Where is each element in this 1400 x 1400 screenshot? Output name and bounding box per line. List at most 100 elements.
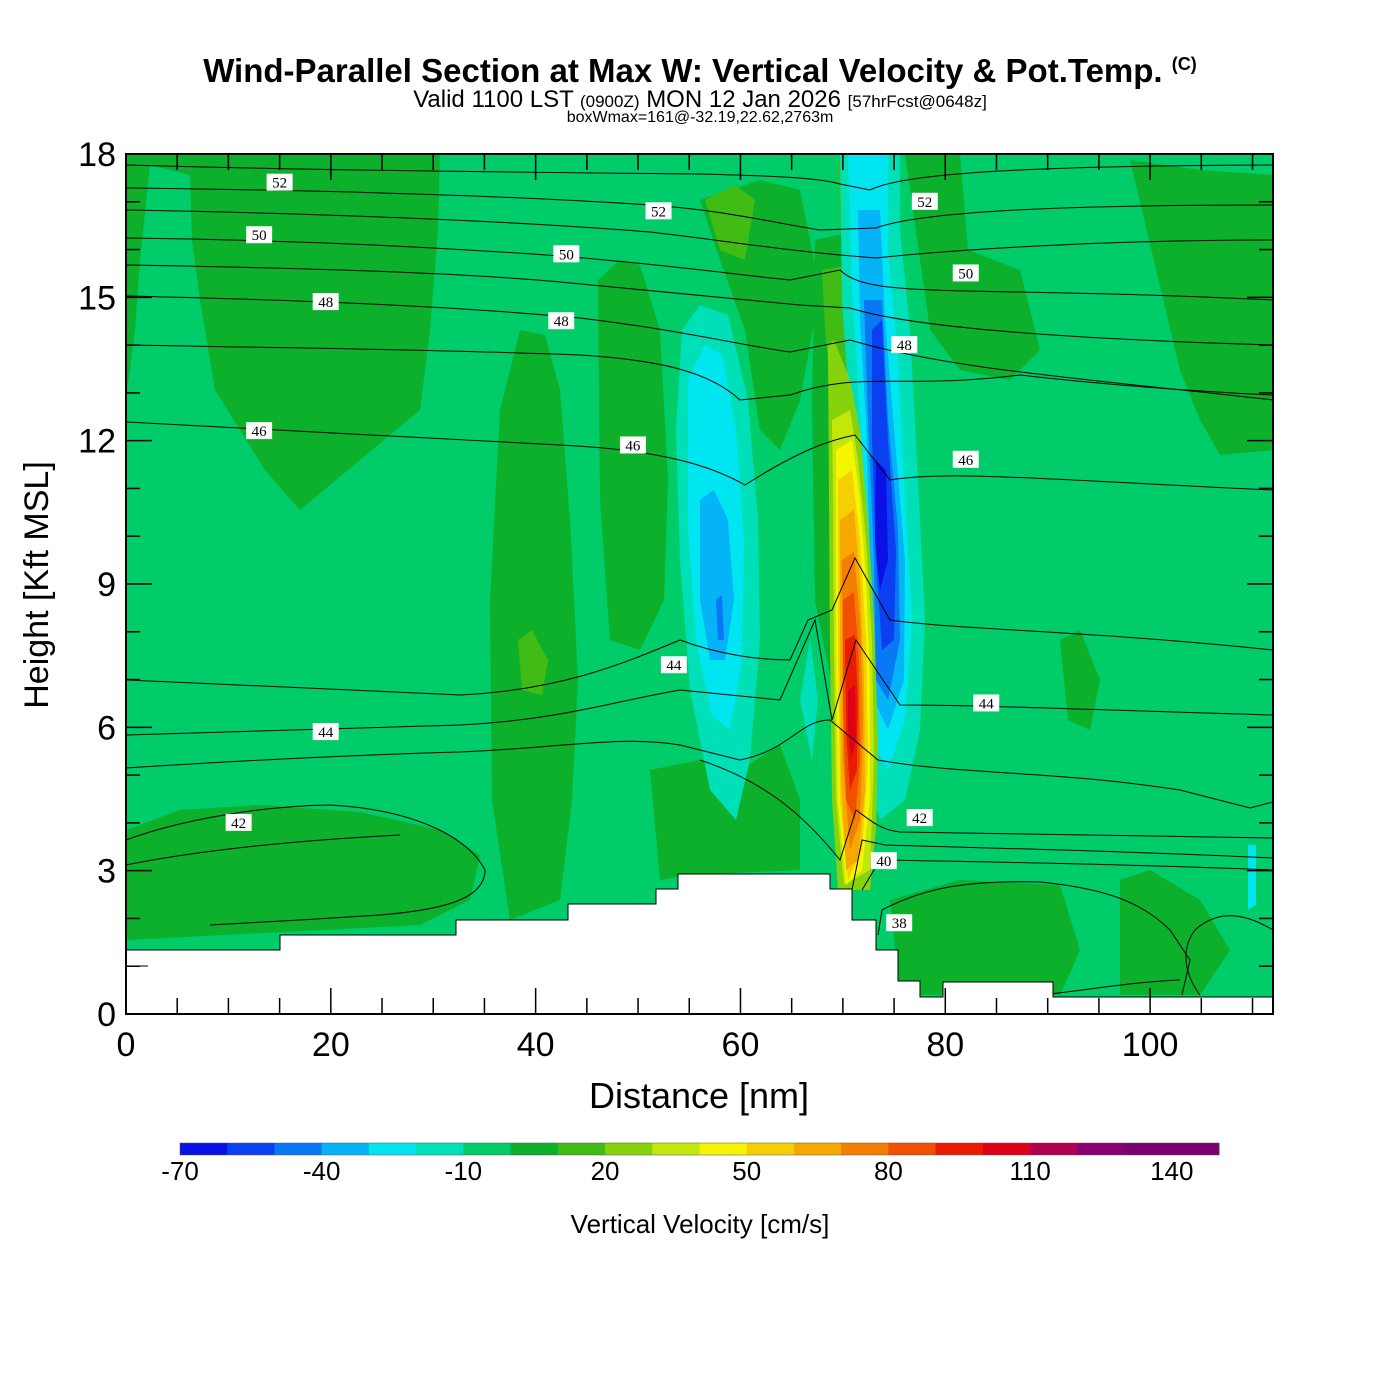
contour-label: 52: [645, 202, 672, 220]
colorbar-tick-label: 20: [591, 1156, 620, 1186]
contour-label: 48: [312, 293, 339, 311]
colorbar: [179, 1142, 1220, 1156]
contour-label: 48: [891, 336, 918, 354]
colorbar-swatch: [463, 1143, 512, 1155]
colorbar-tick-label: 80: [874, 1156, 903, 1186]
contour-label-bg: [973, 694, 1000, 712]
contour-label-text: 52: [651, 204, 666, 220]
colorbar-tick-label: -40: [303, 1156, 341, 1186]
colorbar-swatch: [935, 1143, 984, 1155]
contour-label-bg: [906, 809, 933, 827]
contour-label-bg: [891, 336, 918, 354]
y-tick-label: 18: [78, 136, 116, 174]
contour-label-text: 42: [231, 816, 246, 832]
y-tick-label: 6: [97, 709, 116, 747]
colorbar-swatch: [416, 1143, 464, 1155]
colorbar-swatch: [793, 1143, 842, 1155]
colorbar-swatch: [368, 1143, 417, 1155]
contour-label: 50: [952, 264, 979, 282]
contour-label-bg: [911, 192, 938, 210]
y-tick-label: 15: [78, 279, 116, 317]
colorbar-swatch: [274, 1143, 323, 1155]
colorbar-swatch: [1171, 1143, 1220, 1155]
plot-axes: 0 20 40 60 80 100 0 3 6 9 12 15 18: [78, 136, 1274, 1064]
contour-label-bg: [952, 450, 979, 468]
contour-label-bg: [553, 245, 580, 263]
contour-label-bg: [619, 436, 646, 454]
terrain: [125, 873, 1274, 1015]
colorbar-swatch: [557, 1143, 606, 1155]
contour-label: 50: [553, 245, 580, 263]
x-tick-label: 20: [312, 1026, 350, 1064]
updraft-core: [828, 340, 878, 890]
vertical-velocity-field: [126, 154, 1273, 1014]
colorbar-swatch: [321, 1143, 370, 1155]
contour-label-text: 48: [318, 295, 333, 311]
contour-label-bg: [645, 202, 672, 220]
valid-prefix: Valid 1100 LST: [413, 86, 574, 113]
contour-label: 46: [246, 422, 273, 440]
contour-label-text: 38: [892, 916, 907, 932]
contour-label-text: 44: [979, 696, 995, 712]
y-axis-label: Height [Kft MSL]: [18, 461, 56, 709]
colorbar-swatch: [510, 1143, 559, 1155]
contour-label: 50: [246, 226, 273, 244]
contour-label-text: 46: [625, 438, 641, 454]
colorbar-swatch: [605, 1143, 653, 1155]
x-tick-label: 80: [926, 1026, 964, 1064]
contour-label-bg: [312, 293, 339, 311]
x-tick-label: 100: [1122, 1026, 1179, 1064]
colorbar-outline: [179, 1142, 1220, 1156]
colorbar-tick-label: 110: [1009, 1156, 1050, 1186]
colorbar-swatch: [982, 1143, 1031, 1155]
copyright-mark: (C): [1171, 54, 1197, 74]
contour-label: 40: [870, 852, 897, 870]
colorbar-swatch: [841, 1143, 889, 1155]
contour-label-bg: [886, 914, 913, 932]
x-tick-label: 40: [517, 1026, 555, 1064]
contour-label: 46: [952, 450, 979, 469]
contour-label-text: 52: [272, 176, 287, 192]
contour-label-text: 48: [554, 314, 569, 330]
positive-weak-regions: [126, 154, 1273, 995]
contour-label-text: 52: [917, 195, 932, 211]
forecast-info: [57hrFcst@0648z]: [847, 92, 987, 111]
contour-label: 52: [911, 192, 938, 211]
colorbar-swatch: [1030, 1143, 1078, 1155]
contour-label: 42: [225, 813, 252, 832]
contour-label-bg: [660, 656, 687, 674]
contour-label: 44: [660, 656, 687, 674]
colorbar-swatch: [180, 1143, 228, 1155]
colorbar-tick-label: -10: [445, 1156, 483, 1186]
x-axis-label: Distance [nm]: [589, 1075, 809, 1116]
contour-label-bg: [246, 226, 273, 244]
colorbar-swatch: [888, 1143, 937, 1155]
valid-date: MON 12 Jan 2026: [646, 86, 841, 113]
y-tick-label: 12: [78, 423, 116, 461]
contour-label: 42: [906, 809, 933, 827]
contour-label-bg: [548, 312, 575, 330]
contour-label-bg: [312, 723, 339, 741]
potential-temperature-contours: [126, 164, 1273, 996]
contour-label: 38: [886, 914, 913, 932]
colorbar-tick-label: 50: [732, 1156, 761, 1186]
colorbar-swatch: [1124, 1143, 1173, 1155]
contour-label-text: 50: [252, 228, 267, 244]
x-tick-label: 60: [722, 1026, 760, 1064]
contour-label-text: 40: [876, 854, 891, 870]
contour-label: 44: [312, 723, 339, 741]
contour-label-text: 44: [318, 725, 334, 741]
contour-label-text: 50: [958, 266, 973, 282]
y-tick-label: 9: [97, 566, 116, 604]
contour-label: 44: [973, 694, 1000, 712]
contour-label-bg: [266, 173, 293, 191]
colorbar-swatch: [652, 1143, 700, 1155]
contour-label-text: 42: [912, 811, 927, 827]
y-tick-label: 3: [97, 853, 116, 891]
contour-label-bg: [952, 264, 979, 282]
colorbar-tick-label: -70: [161, 1156, 199, 1186]
contour-label-bg: [246, 422, 273, 440]
title-text: Wind-Parallel Section at Max W: Vertical…: [203, 52, 1163, 89]
valid-utc: (0900Z): [579, 92, 640, 111]
